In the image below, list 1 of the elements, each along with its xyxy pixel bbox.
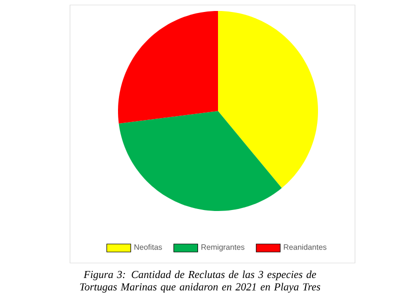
text: Figura 3: Cantidad de Reclutas de las 3 especies de Tortugas Marinas que anidaron en 2021 en Playa Tres bbox=[80, 270, 320, 293]
